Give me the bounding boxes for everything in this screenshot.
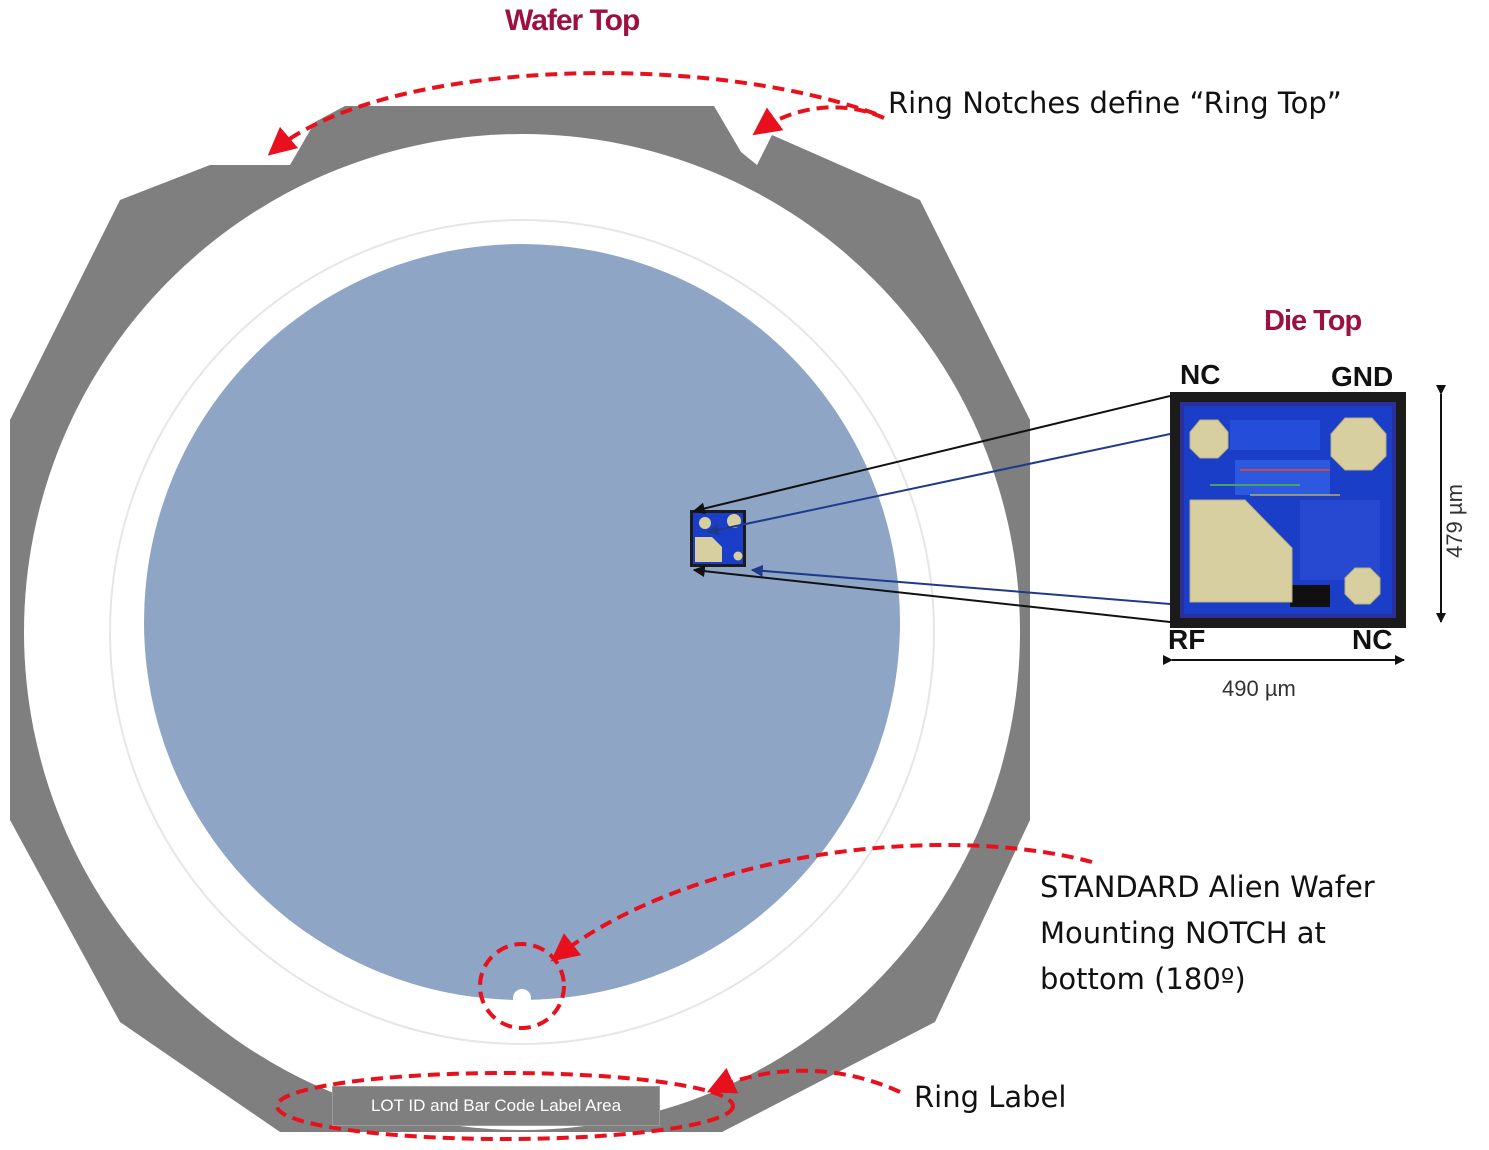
lot-id-label-area: LOT ID and Bar Code Label Area xyxy=(332,1086,660,1126)
pin-rf: RF xyxy=(1168,624,1206,655)
notch-label-line3: bottom (180º) xyxy=(1040,962,1246,996)
die-large xyxy=(1170,392,1406,628)
wafer-notch xyxy=(513,989,531,1007)
wafer-top-title: Wafer Top xyxy=(505,4,640,37)
notch-highlight-circle xyxy=(478,942,566,1030)
ring-label-highlight xyxy=(275,1071,735,1141)
pin-gnd: GND xyxy=(1331,361,1394,392)
tape-outline xyxy=(109,219,935,1045)
die-height-label: 479 µm xyxy=(1441,484,1467,558)
pin-nc-top-left: NC xyxy=(1180,359,1221,390)
ring-notch-arrow xyxy=(752,105,885,136)
die-top-title: Die Top xyxy=(1264,305,1362,337)
ring-notches-label: Ring Notches define “Ring Top” xyxy=(888,86,1342,120)
notch-label-line1: STANDARD Alien Wafer xyxy=(1040,870,1375,904)
lot-id-label-text: LOT ID and Bar Code Label Area xyxy=(370,1096,622,1115)
ring-label-text: Ring Label xyxy=(914,1080,1067,1114)
ring-label-arrow xyxy=(706,1067,901,1094)
pin-nc-bottom-right: NC xyxy=(1352,624,1393,655)
notch-callout-arrow xyxy=(550,842,1093,962)
notch-label-line2: Mounting NOTCH at xyxy=(1040,916,1326,950)
wafer-top-arrow xyxy=(267,71,877,156)
die-width-label: 490 µm xyxy=(1222,676,1296,701)
die-small xyxy=(690,510,746,567)
wafer xyxy=(144,244,900,1000)
